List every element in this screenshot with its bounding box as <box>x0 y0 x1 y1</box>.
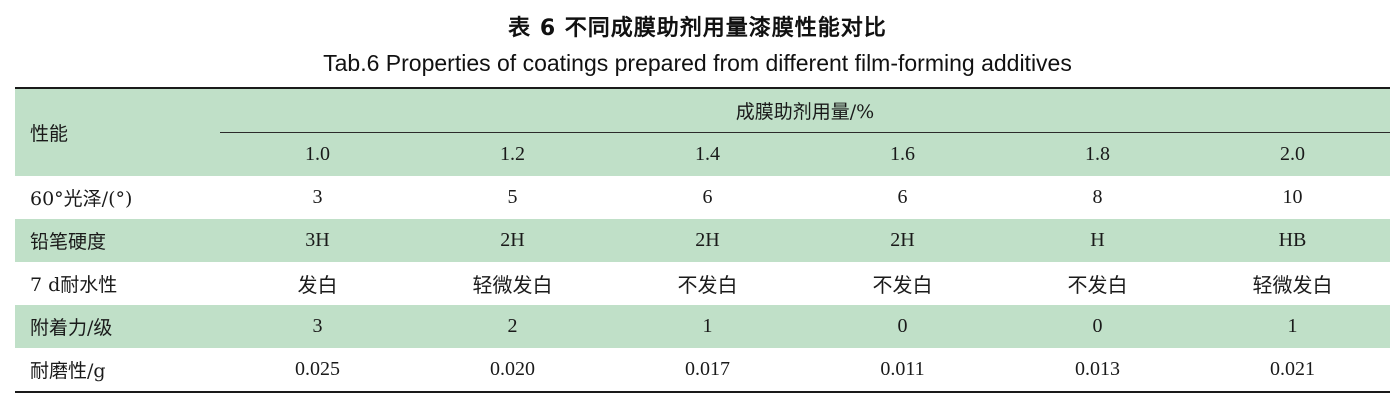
row-label: 耐磨性/g <box>30 360 106 382</box>
table-caption-english: Tab.6 Properties of coatings prepared fr… <box>323 50 1072 76</box>
table-cell: 0.021 <box>1270 358 1315 380</box>
group-header-dosage: 成膜助剂用量/% <box>220 89 1390 133</box>
properties-table-grid: 性能 成膜助剂用量/% 1.0 1.2 1.4 1.6 1.8 2.0 60°光… <box>15 89 1390 391</box>
table-cell: HB <box>1278 229 1307 251</box>
row-label: 7 d耐水性 <box>30 274 118 296</box>
row-label: 附着力/级 <box>30 317 113 339</box>
table-row-water-resistance: 7 d耐水性 发白 轻微发白 不发白 不发白 不发白 轻微发白 <box>15 262 1390 305</box>
table-cell: 1 <box>1287 315 1298 337</box>
table-cell: 0.011 <box>880 358 925 380</box>
column-header: 2.0 <box>1280 143 1305 165</box>
table-cell: 不发白 <box>1067 273 1128 297</box>
row-label: 铅笔硬度 <box>30 231 107 253</box>
table-cell: 发白 <box>297 273 338 297</box>
column-header: 1.8 <box>1085 143 1110 165</box>
table-cell: H <box>1090 229 1105 251</box>
header-row-columns: 1.0 1.2 1.4 1.6 1.8 2.0 <box>15 132 1390 176</box>
column-header: 1.4 <box>695 143 720 165</box>
table-cell: 2 <box>507 315 518 337</box>
table-cell: 0.020 <box>490 358 535 380</box>
table-row-gloss: 60°光泽/(°) 3 5 6 6 8 10 <box>15 176 1390 219</box>
table-row-abrasion: 耐磨性/g 0.025 0.020 0.017 0.011 0.013 0.02… <box>15 348 1390 391</box>
table-cell: 2H <box>890 229 915 251</box>
table-cell: 3 <box>312 186 323 208</box>
table-cell: 5 <box>507 186 518 208</box>
table-cell: 6 <box>702 186 713 208</box>
row-header-label: 性能 <box>30 123 69 145</box>
table-cell: 6 <box>897 186 908 208</box>
table-cell: 轻微发白 <box>1252 273 1333 297</box>
table-cell: 2H <box>500 229 525 251</box>
table-cell: 0.017 <box>685 358 730 380</box>
table-row-pencil-hardness: 铅笔硬度 3H 2H 2H 2H H HB <box>15 219 1390 262</box>
table-cell: 0.025 <box>295 358 340 380</box>
table-row-adhesion: 附着力/级 3 2 1 0 0 1 <box>15 305 1390 348</box>
row-label: 60°光泽/(°) <box>30 188 133 210</box>
table-cell: 0.013 <box>1075 358 1120 380</box>
table-cell: 3H <box>305 229 330 251</box>
column-header: 1.0 <box>305 143 330 165</box>
column-header: 1.2 <box>500 143 525 165</box>
table-cell: 2H <box>695 229 720 251</box>
table-cell: 10 <box>1282 186 1303 208</box>
table-caption-chinese: 表 6 不同成膜助剂用量漆膜性能对比 <box>508 16 887 41</box>
table-cell: 0 <box>897 315 908 337</box>
table-cell: 8 <box>1092 186 1103 208</box>
table-cell: 3 <box>312 315 323 337</box>
table-cell: 0 <box>1092 315 1103 337</box>
header-row-group: 性能 成膜助剂用量/% <box>15 89 1390 145</box>
table-cell: 不发白 <box>677 273 738 297</box>
table-cell: 轻微发白 <box>472 273 553 297</box>
properties-table: 性能 成膜助剂用量/% 1.0 1.2 1.4 1.6 1.8 2.0 60°光… <box>15 87 1390 393</box>
column-header: 1.6 <box>890 143 915 165</box>
table-cell: 不发白 <box>872 273 933 297</box>
table-cell: 1 <box>702 315 713 337</box>
